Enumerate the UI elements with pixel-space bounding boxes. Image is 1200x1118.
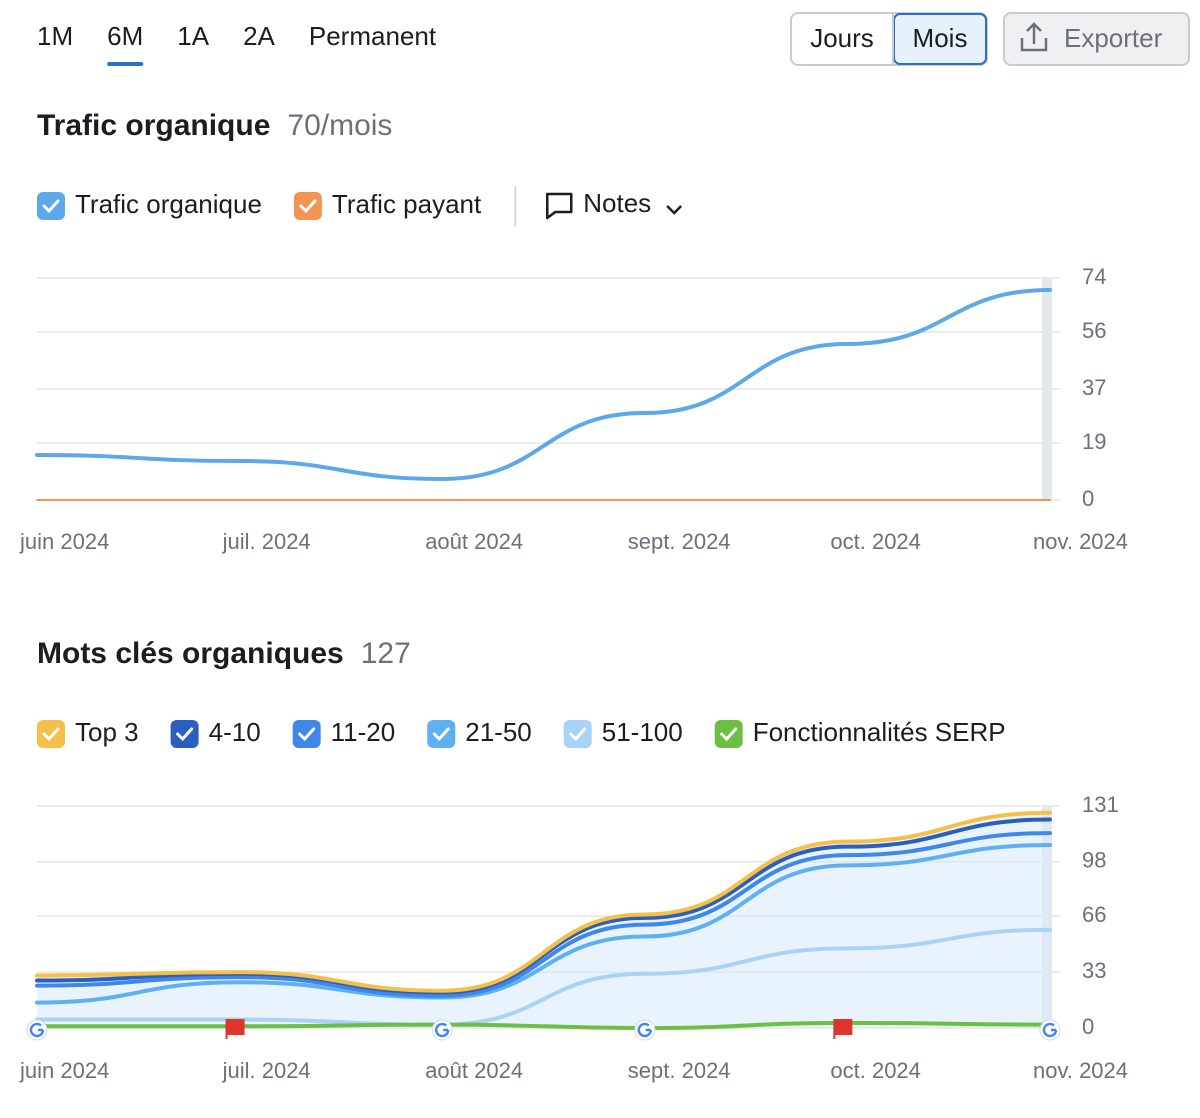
- x-tick-label: août 2024: [425, 529, 523, 554]
- area-edge: [35, 810, 1052, 993]
- period-tab[interactable]: 1A: [177, 21, 209, 51]
- y-tick-label: 33: [1082, 958, 1106, 983]
- area-edge: [35, 927, 1052, 1027]
- chart-subtitle: 127: [361, 637, 411, 670]
- y-tick-label: 56: [1082, 318, 1106, 343]
- series-line: [35, 1020, 1052, 1031]
- legend-label[interactable]: Trafic payant: [332, 189, 482, 219]
- legend-check: [720, 727, 738, 742]
- toggle-jours[interactable]: Jours: [810, 23, 874, 53]
- legend-check: [432, 727, 450, 742]
- y-tick-label: 19: [1082, 429, 1106, 454]
- x-tick-label: nov. 2024: [1033, 1058, 1128, 1083]
- legend-checkbox[interactable]: [37, 192, 65, 220]
- legend-label[interactable]: 11-20: [331, 717, 396, 747]
- legend-checkbox[interactable]: [37, 720, 65, 748]
- y-tick-label: 66: [1082, 902, 1106, 927]
- y-tick-label: 131: [1082, 792, 1119, 817]
- x-tick-label: juin 2024: [19, 529, 109, 554]
- legend-check: [42, 199, 60, 214]
- legend-check: [176, 727, 194, 742]
- y-tick-label: 98: [1082, 848, 1106, 873]
- x-tick-label: oct. 2024: [830, 529, 921, 554]
- period-tab[interactable]: Permanent: [309, 21, 437, 51]
- x-tick-label: nov. 2024: [1033, 529, 1128, 554]
- legend-checkbox[interactable]: [427, 720, 456, 748]
- area-edge: [35, 842, 1052, 1005]
- legend-label[interactable]: Fonctionnalités SERP: [753, 717, 1006, 747]
- legend-check: [569, 727, 587, 742]
- notes-icon[interactable]: [546, 192, 573, 220]
- note-flag[interactable]: [834, 1019, 853, 1035]
- legend-checkbox[interactable]: [293, 192, 322, 220]
- x-tick-label: sept. 2024: [628, 1058, 731, 1083]
- notes-chevron: [666, 205, 683, 215]
- area-band: [37, 929, 1050, 1028]
- y-tick-label: 0: [1082, 486, 1094, 511]
- legend-label[interactable]: 51-100: [602, 717, 683, 747]
- chart-title: Trafic organique: [37, 109, 270, 142]
- period-tab[interactable]: 1M: [37, 21, 73, 51]
- legend-checkbox[interactable]: [292, 720, 321, 748]
- legend-label[interactable]: 4-10: [209, 717, 261, 747]
- toggle-mois[interactable]: Mois: [913, 23, 968, 53]
- hover-band: [1042, 278, 1052, 500]
- y-tick-label: 74: [1082, 264, 1106, 289]
- google-update-g: [29, 1022, 45, 1038]
- google-update-g: [1042, 1022, 1058, 1038]
- note-flag[interactable]: [226, 1019, 245, 1035]
- legend-checkbox[interactable]: [170, 720, 199, 748]
- area-band: [37, 844, 1050, 1025]
- legend-check: [42, 727, 60, 742]
- area-edge: [35, 831, 1052, 998]
- legend-label[interactable]: Top 3: [75, 717, 139, 747]
- legend-label[interactable]: 21-50: [465, 717, 532, 747]
- period-tab[interactable]: 6M: [107, 21, 143, 51]
- x-tick-label: oct. 2024: [830, 1058, 921, 1083]
- legend-label[interactable]: Trafic organique: [75, 189, 262, 219]
- series-line: [35, 288, 1052, 482]
- x-tick-label: août 2024: [425, 1058, 523, 1083]
- x-tick-label: juil. 2024: [222, 529, 311, 554]
- y-tick-label: 37: [1082, 375, 1106, 400]
- y-tick-label: 0: [1082, 1014, 1094, 1039]
- chart-title: Mots clés organiques: [37, 637, 344, 670]
- export-button[interactable]: [1003, 12, 1190, 66]
- legend-check: [299, 199, 317, 214]
- x-tick-label: juin 2024: [19, 1058, 109, 1083]
- x-tick-label: sept. 2024: [628, 529, 731, 554]
- google-update-g: [434, 1022, 450, 1038]
- legend-checkbox[interactable]: [714, 720, 743, 748]
- export-icon: [1020, 22, 1048, 52]
- area-band: [37, 833, 1050, 1003]
- export-label[interactable]: Exporter: [1064, 23, 1163, 53]
- notes-label[interactable]: Notes: [583, 188, 651, 218]
- google-update-g: [637, 1022, 653, 1038]
- chart-subtitle: 70/mois: [287, 109, 392, 142]
- legend-checkbox[interactable]: [563, 720, 592, 748]
- period-underline: [107, 62, 144, 66]
- period-tab[interactable]: 2A: [243, 21, 275, 51]
- legend-check: [298, 727, 316, 742]
- x-tick-label: juil. 2024: [222, 1058, 311, 1083]
